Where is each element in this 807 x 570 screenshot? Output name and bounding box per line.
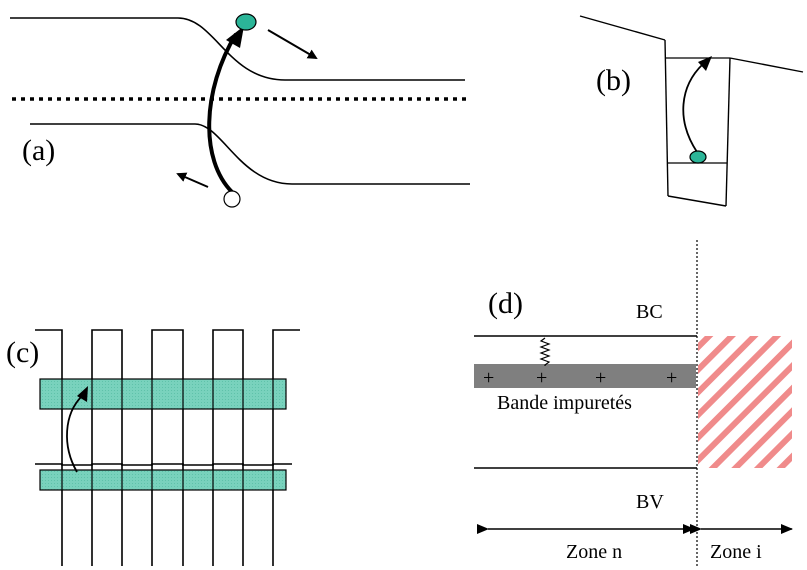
lower-superlattice-profile (35, 463, 292, 566)
valence-band-edge (30, 123, 470, 185)
well-right-wall (725, 57, 731, 207)
interband-transition-arrow (66, 395, 83, 473)
electron-drift-arrow (267, 29, 318, 60)
tunnel-path-arrow (207, 32, 238, 194)
electron-dot (235, 13, 257, 31)
transition-arrow-head (698, 56, 712, 71)
squiggle-transition (539, 337, 551, 366)
panel-c: (c) (6, 329, 300, 566)
impurity-band (474, 364, 696, 388)
panel-label-a: (a) (22, 134, 55, 167)
hole-drift-arrow (176, 172, 209, 188)
panel-a: (a) (10, 13, 470, 208)
interband-arrow-head (77, 386, 88, 402)
zone-n-label: Zone n (566, 541, 622, 563)
well-left-wall (664, 39, 669, 197)
panel-label-c: (c) (6, 336, 39, 369)
plus-sign-3: + (595, 367, 606, 389)
upper-superlattice-profile (35, 329, 300, 466)
upper-miniband (39, 378, 287, 410)
panel-b: (b) (579, 15, 804, 207)
impurity-band-label: Bande impuretés (497, 392, 632, 414)
tunnel-arrow-head (226, 26, 244, 48)
conduction-band-edge (10, 17, 465, 81)
plus-sign-2: + (536, 367, 547, 389)
bv-label: BV (636, 491, 664, 513)
well-bottom-edge (667, 195, 727, 207)
plus-sign-4: + (666, 367, 677, 389)
panel-label-b: (b) (596, 64, 631, 97)
bc-label: BC (636, 301, 663, 323)
transition-arrow (682, 63, 704, 153)
electron-dot (689, 150, 707, 164)
panel-d: + + + + Bande impuretés BC BV (d) Zone n… (474, 240, 793, 566)
plus-sign-1: + (483, 367, 494, 389)
hole-dot (223, 190, 241, 208)
panel-label-d: (d) (488, 287, 523, 320)
well-walls-overlay (61, 379, 274, 490)
right-band-slope (729, 57, 804, 73)
lower-miniband (39, 469, 287, 491)
left-band-slope (579, 15, 666, 41)
zone-i-label: Zone i (710, 541, 762, 563)
intrinsic-zone-hatch (698, 336, 792, 468)
